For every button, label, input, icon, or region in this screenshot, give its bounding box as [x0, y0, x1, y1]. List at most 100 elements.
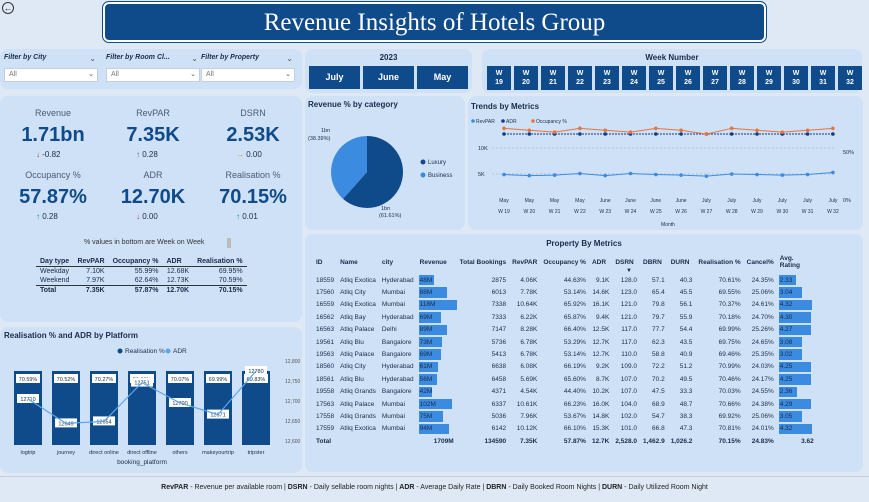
table-row[interactable]: 16563 Atliq Palace Delhi 89M 7147 8.28K 66.40%… [313, 324, 817, 336]
scroll-indicator[interactable] [227, 238, 231, 248]
table-row[interactable]: 19561 Atliq Blu Bangalore 73M 5736 6.78K 53.29… [313, 336, 817, 348]
sort-arrow-icon[interactable]: ▼ [626, 268, 632, 274]
table-cell: 1,462.9 [643, 437, 665, 445]
revenue-bar [418, 299, 457, 311]
table-header[interactable]: DURN [670, 258, 690, 266]
month-button-may[interactable]: May [417, 66, 468, 89]
x-tick-week: W 26 [675, 209, 687, 215]
week-button-26[interactable]: W 26 [676, 66, 700, 90]
legend-label: Luxury [428, 160, 446, 166]
chevron-down-icon: ⌄ [89, 54, 96, 63]
table-cell: 2875 [491, 276, 507, 284]
table-header[interactable]: Cancel% [746, 258, 774, 266]
table-row[interactable]: 16562 Atliq Bay Hyderabad 69M 7333 6.22K 65.87… [313, 311, 817, 323]
table-row[interactable]: 18560 Atliq City Hyderabad 61M 6638 6.08K 66.1… [313, 361, 817, 373]
kpi-delta: ↑ 0.28 [36, 212, 96, 221]
week-button-24[interactable]: W 24 [622, 66, 646, 90]
week-button-29[interactable]: W 29 [757, 66, 781, 90]
series-point [679, 173, 683, 177]
filter-0[interactable]: Filter by City ⌄ All ⌄ [4, 54, 98, 86]
table-cell: 4.25 [777, 361, 817, 373]
series-point [628, 171, 633, 176]
filter-select[interactable]: All ⌄ [201, 68, 295, 82]
table-row[interactable]: 17563 Atliq Palace Mumbai 102M 6337 10.61K 66.… [313, 398, 817, 410]
table-cell: 10.61K [516, 400, 538, 408]
week-prefix: W [630, 70, 638, 77]
week-button-31[interactable]: W 31 [811, 66, 835, 90]
table-cell: 4.30 [777, 311, 817, 323]
table-cell: 79.8 [652, 301, 665, 309]
footer-legend: RevPAR - Revenue per available room | DS… [0, 476, 869, 498]
table-row[interactable]: 17560 Atliq City Mumbai 88M 6013 7.78K 53.14% 1… [313, 286, 817, 298]
week-button-23[interactable]: W 23 [595, 66, 619, 90]
table-cell: 54.4 [679, 326, 693, 334]
week-button-21[interactable]: W 21 [541, 66, 565, 90]
table-header[interactable]: Name [340, 258, 358, 266]
trends-panel [468, 96, 863, 230]
table-row[interactable]: 18559 Atliq Exotica Hyderabad 48M 2875 4.06K 4… [313, 274, 817, 286]
table-header[interactable]: DBRN [643, 258, 662, 266]
filter-1[interactable]: Filter by Room Cl... ⌄ All ⌄ [106, 54, 200, 86]
table-cell [379, 435, 417, 447]
week-number: 30 [792, 79, 800, 86]
back-arrow-icon[interactable]: ← [2, 2, 14, 14]
week-button-20[interactable]: W 20 [514, 66, 538, 90]
kpi-label: Revenue [34, 108, 72, 118]
table-cell: Atliq Blu [340, 375, 364, 383]
table-header[interactable]: Revenue [419, 258, 447, 266]
adr-label: 12649 [58, 421, 73, 427]
week-prefix: W [603, 70, 611, 77]
table-header[interactable]: ADR [591, 258, 607, 266]
month-button-july[interactable]: July [309, 66, 360, 89]
week-number: 19 [495, 79, 503, 86]
legend-adr-dot [165, 348, 171, 354]
table-cell: 66.8 [652, 425, 665, 433]
x-axis-label: Month [661, 222, 675, 228]
table-cell: 57.1 [652, 276, 665, 284]
week-button-32[interactable]: W 32 [838, 66, 862, 90]
table-header[interactable]: Occupancy % [543, 258, 586, 266]
table-row[interactable]: 18561 Atliq Blu Hyderabad 56M 6458 5.69K 65.60… [313, 373, 817, 385]
table-header[interactable]: DSRN [615, 258, 634, 266]
table-cell: 24.01% [751, 425, 774, 433]
table-cell: 24.70% [751, 313, 774, 321]
table-cell: 53.14% [563, 289, 586, 297]
table-cell: 6.78K [520, 338, 538, 346]
table-row[interactable]: 17558 Atliq Grands Mumbai 75M 5036 7.96K 53.67… [313, 410, 817, 422]
kpi-delta: ↑ 0.01 [236, 212, 296, 221]
week-button-27[interactable]: W 27 [703, 66, 727, 90]
series-point [502, 126, 506, 131]
series-point [603, 128, 607, 133]
table-cell: 107.0 [620, 375, 637, 383]
footer-definition: - Revenue per available room | [188, 484, 288, 491]
week-button-19[interactable]: W 19 [487, 66, 511, 90]
table-row[interactable]: 17559 Atliq Exotica Mumbai 94M 6142 10.12K 66.… [313, 423, 817, 435]
table-header[interactable]: ID [316, 258, 323, 266]
table-row[interactable]: 16559 Atliq Exotica Mumbai 118M 7338 10.64K 65… [313, 299, 817, 311]
revenue-bar [418, 361, 439, 373]
table-row[interactable]: 19563 Atliq Palace Bangalore 69M 5413 6.78K 53… [313, 348, 817, 360]
week-button-30[interactable]: W 30 [784, 66, 808, 90]
table-cell: Atliq Exotica [340, 276, 376, 284]
kpi-panel [0, 96, 302, 322]
table-row[interactable]: 19558 Atliq Grands Bangalore 42M 4371 4.54K 44… [313, 386, 817, 398]
table-header[interactable]: city [381, 258, 394, 266]
realisation-label: 69.83% [247, 377, 266, 383]
filter-select[interactable]: All ⌄ [106, 68, 200, 82]
filter-select[interactable]: All ⌄ [4, 68, 98, 82]
table-header[interactable]: Avg. Rating [779, 255, 800, 269]
table-header[interactable]: Total Bookings [459, 258, 507, 266]
series-point [527, 173, 532, 178]
week-button-22[interactable]: W 22 [568, 66, 592, 90]
table-cell: 24.38% [751, 400, 774, 408]
table-cell: 77.7 [652, 326, 665, 334]
week-button-25[interactable]: W 25 [649, 66, 673, 90]
footer-term: DSRN [287, 484, 308, 491]
footer-definition: - Daily sellable room nights | [307, 484, 400, 491]
table-header[interactable]: RevPAR [512, 258, 538, 266]
month-button-june[interactable]: June [363, 66, 414, 89]
week-prefix: W [819, 70, 827, 77]
filter-2[interactable]: Filter by Property ⌄ All ⌄ [201, 54, 295, 86]
week-button-28[interactable]: W 28 [730, 66, 754, 90]
table-header[interactable]: Realisation % [698, 258, 741, 266]
